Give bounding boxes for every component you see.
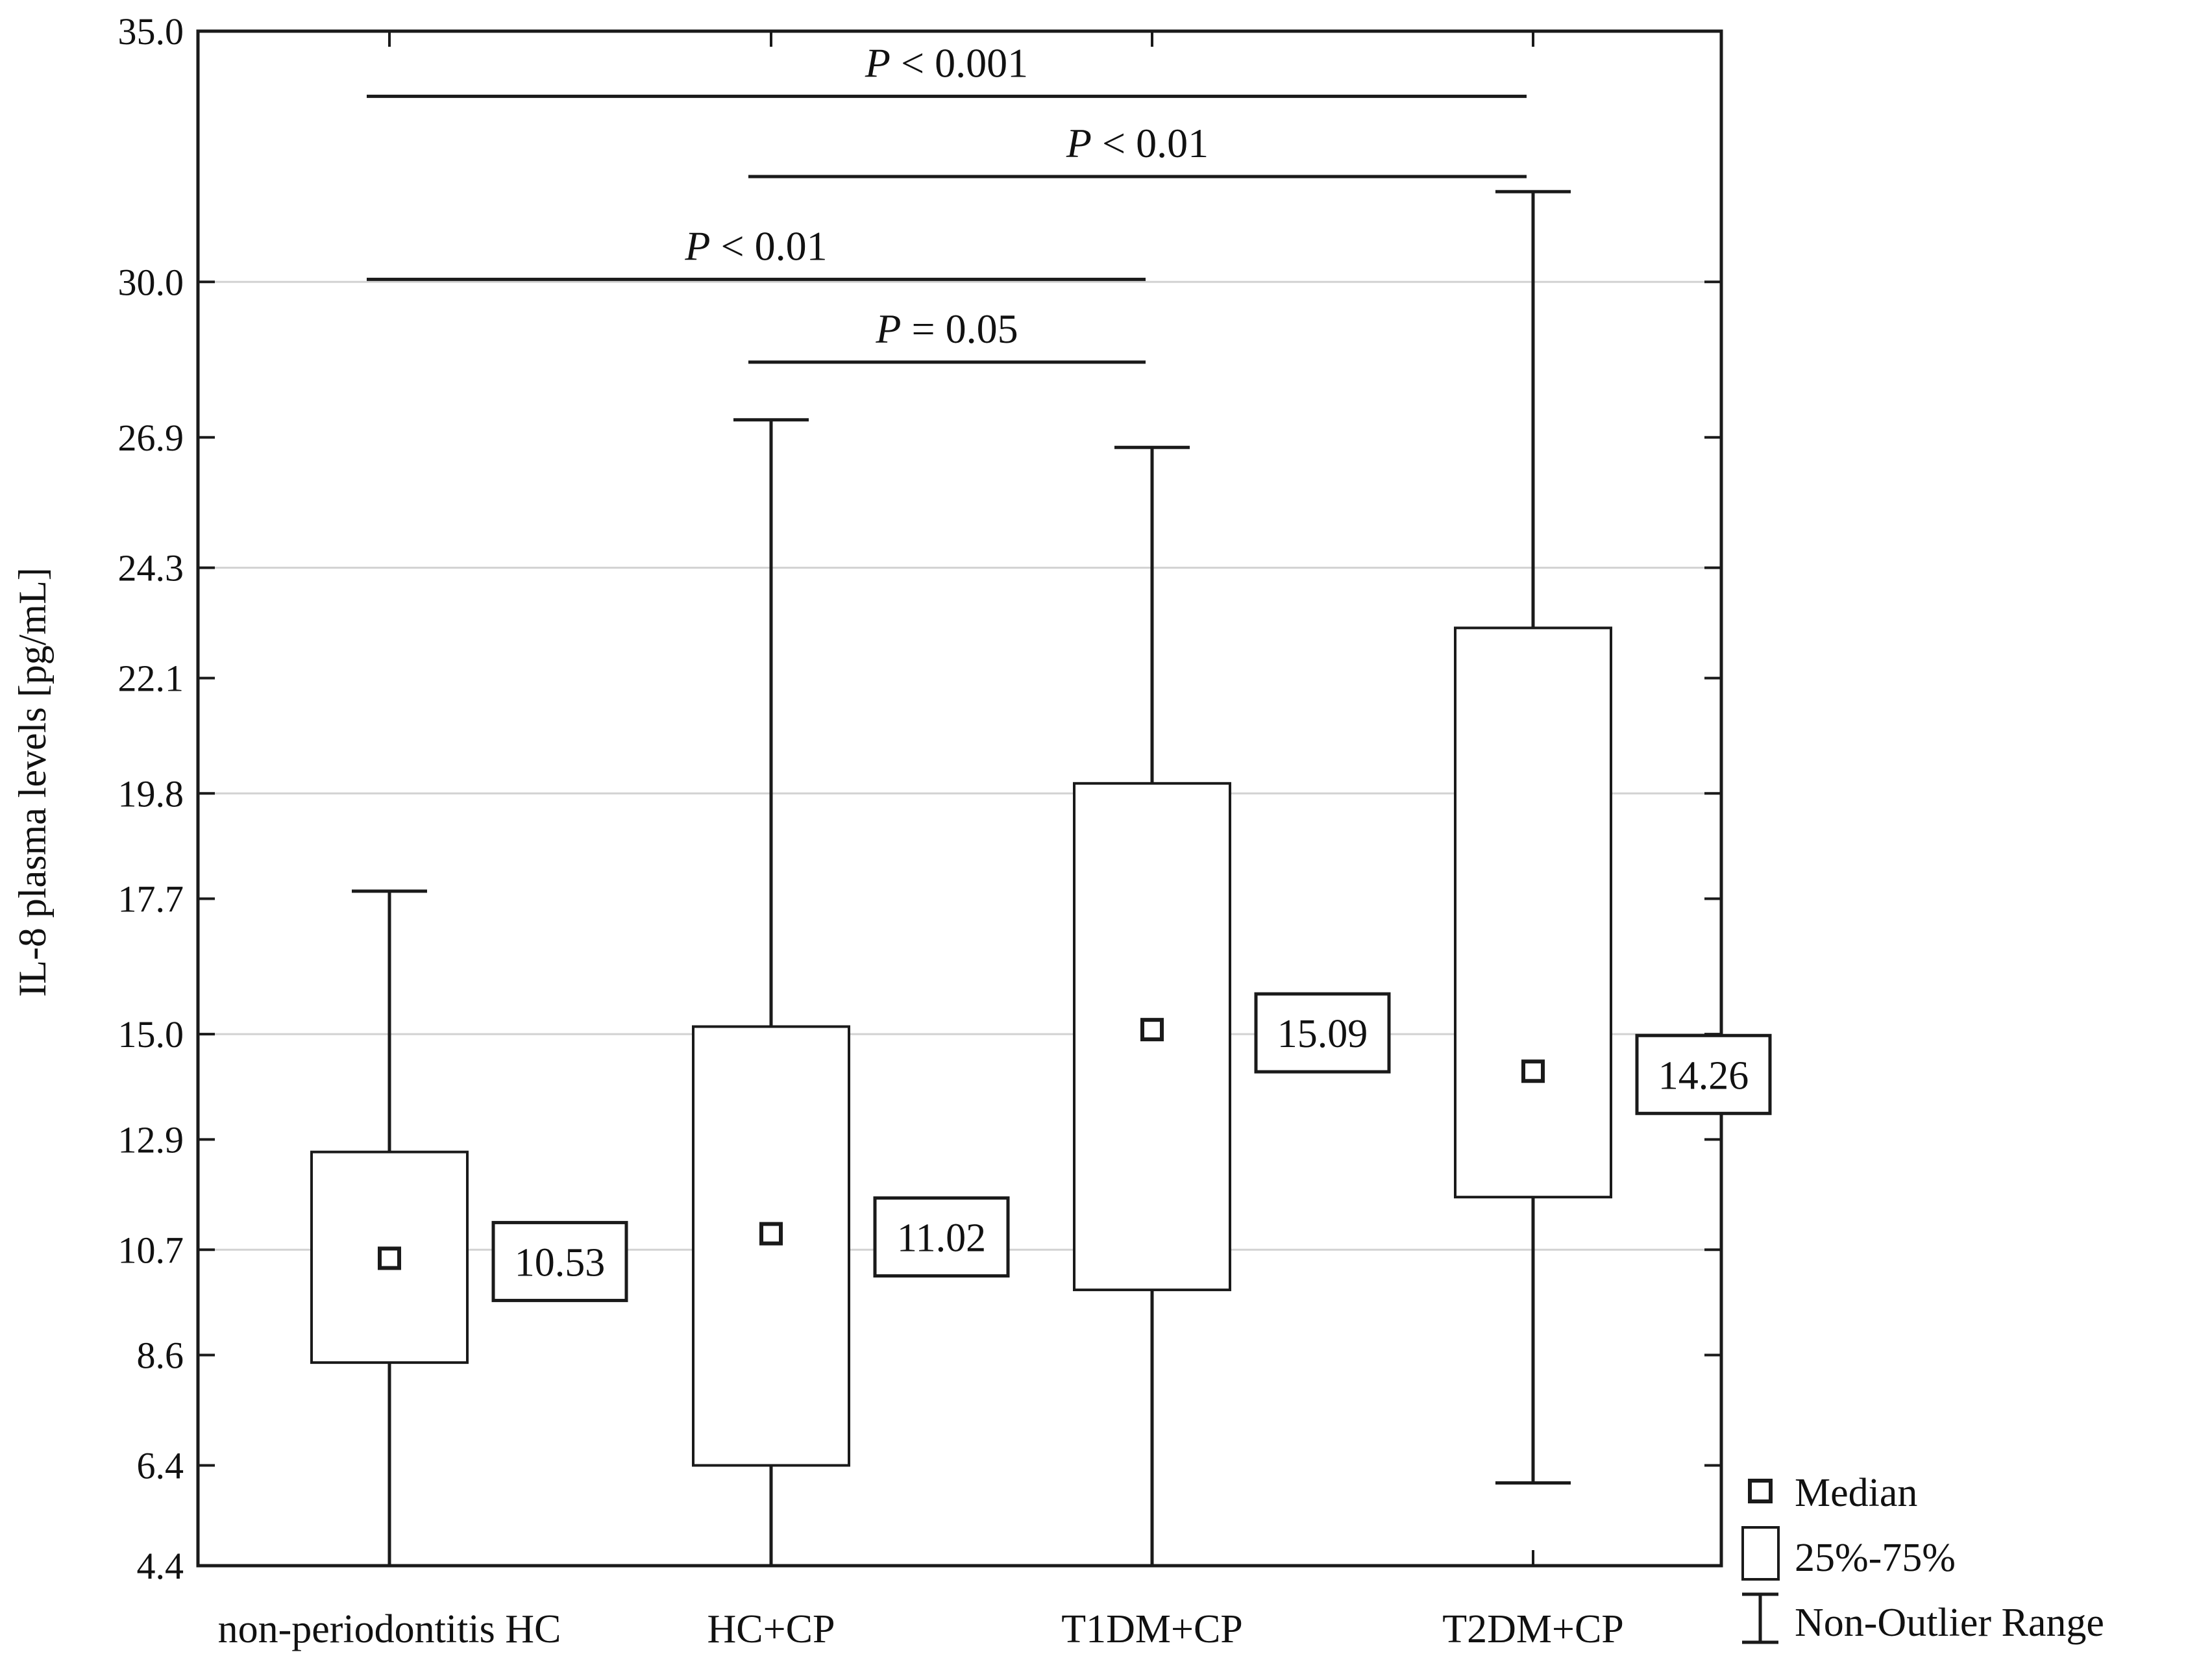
iqr-box <box>1454 626 1612 1199</box>
box-group: 10.53 <box>310 889 628 1568</box>
p-value-label: P = 0.05 <box>875 306 1018 352</box>
p-value-text: = 0.05 <box>902 306 1018 352</box>
y-tick-label: 8.6 <box>137 1335 184 1377</box>
y-tick-label: 10.7 <box>118 1229 184 1271</box>
median-value-label: 14.26 <box>1658 1054 1749 1098</box>
x-category-label: T1DM+CP <box>1061 1607 1243 1651</box>
median-value-label: 10.53 <box>515 1240 606 1285</box>
y-tick-label: 6.4 <box>137 1444 184 1486</box>
y-tick-label: 35.0 <box>118 10 184 53</box>
y-axis-label: IL-8 plasma levels [pg/mL] <box>11 567 54 996</box>
x-category-label: HC+CP <box>707 1607 835 1651</box>
legend-box-icon <box>1741 1526 1780 1581</box>
x-category-label: non-periodontitis HC <box>218 1607 561 1651</box>
legend-whisker-label: Non-Outlier Range <box>1795 1601 2104 1645</box>
significance-bracket: P = 0.05 <box>748 306 1146 364</box>
median-marker <box>378 1246 401 1270</box>
box-group: 15.09 <box>1073 445 1391 1568</box>
median-value-label: 15.09 <box>1277 1012 1368 1056</box>
p-value-label: P < 0.01 <box>684 223 827 269</box>
iqr-box <box>692 1025 850 1467</box>
median-value-label: 11.02 <box>897 1216 986 1261</box>
p-symbol: P <box>875 306 901 352</box>
y-tick-label: 15.0 <box>118 1013 184 1055</box>
y-tick-label: 4.4 <box>137 1545 184 1587</box>
y-tick-label: 19.8 <box>118 772 184 815</box>
significance-bracket: P < 0.01 <box>367 223 1146 281</box>
p-symbol: P <box>684 223 710 269</box>
p-value-label: P < 0.001 <box>865 40 1028 86</box>
box-group: 11.02 <box>692 418 1010 1568</box>
median-marker <box>759 1222 783 1246</box>
median-label-box <box>1254 992 1391 1074</box>
significance-bracket: P < 0.01 <box>748 120 1527 179</box>
y-tick-label: 12.9 <box>118 1118 184 1161</box>
p-value-label: P < 0.01 <box>1066 120 1209 166</box>
legend-box-label: 25%-75% <box>1795 1536 1956 1580</box>
y-tick-label: 17.7 <box>118 878 184 920</box>
y-tick-label: 24.3 <box>118 547 184 589</box>
box-group: 14.26 <box>1454 190 1772 1485</box>
box-layer: 10.53 11.02 15.09 14.26 <box>310 190 1772 1568</box>
y-tick-label: 26.9 <box>118 417 184 459</box>
y-tick-label: 30.0 <box>118 261 184 303</box>
legend-median-icon <box>1748 1479 1773 1503</box>
significance-bracket: P < 0.001 <box>367 40 1527 98</box>
median-marker <box>1521 1059 1545 1083</box>
median-marker <box>1140 1018 1164 1042</box>
median-label-box <box>1635 1033 1772 1115</box>
median-label-box <box>873 1196 1010 1278</box>
x-category-label: T2DM+CP <box>1442 1607 1624 1651</box>
median-label-box <box>491 1220 628 1302</box>
p-value-text: < 0.01 <box>711 223 828 269</box>
p-value-text: < 0.01 <box>1092 120 1209 166</box>
y-tick-label: 22.1 <box>118 658 184 700</box>
legend-median-label: Median <box>1795 1471 1917 1515</box>
axis-layer: 35.0 30.0 26.9 24.3 22.1 19.8 17.7 15.0 12.9 10.7… <box>11 10 1723 1651</box>
plot-frame <box>196 29 1723 1568</box>
legend: Median 25%-75% Non-Outlier Range <box>1741 1471 2104 1645</box>
p-symbol: P <box>1066 120 1092 166</box>
p-value-text: < 0.001 <box>891 40 1028 86</box>
p-symbol: P <box>865 40 891 86</box>
